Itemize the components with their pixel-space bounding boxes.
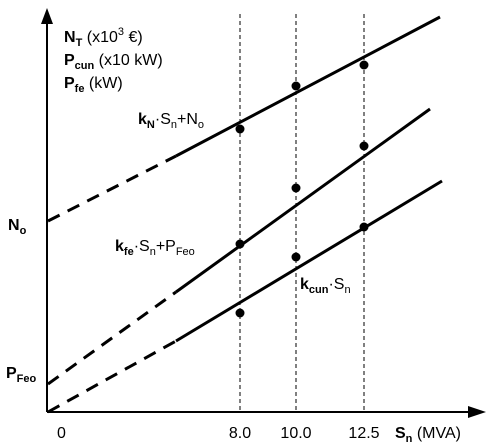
marker-kcun-12-5	[359, 222, 369, 232]
x-tick-10: 10.0	[280, 425, 311, 442]
marker-kcun-8	[235, 308, 245, 318]
series-kn-dashed	[47, 154, 177, 223]
series-kcun-solid	[175, 179, 443, 343]
series-kfe-dashed	[47, 290, 177, 386]
marker-kfe-8	[235, 239, 245, 249]
series-label-kfe: kfe·Sn+PFeo	[115, 238, 195, 258]
marker-kn-10	[291, 81, 301, 91]
marker-kfe-12-5	[359, 141, 369, 151]
series-label-kcun: kcun·Sn	[300, 276, 351, 296]
x-tick-12-5: 12.5	[348, 425, 379, 442]
x-axis-arrow	[468, 406, 486, 418]
y-title-line-2: Pcun (x10 kW)	[64, 52, 163, 72]
series-kfe-solid	[175, 107, 431, 294]
x-axis-title: Sn (MVA)	[395, 425, 461, 442]
intercept-no: No	[8, 217, 27, 237]
marker-kn-8	[235, 124, 245, 134]
marker-kn-12-5	[359, 60, 369, 70]
series-lines	[47, 15, 443, 414]
marker-kfe-10	[291, 183, 301, 193]
guide-lines	[239, 14, 365, 412]
x-tick-8: 8.0	[229, 425, 251, 442]
marker-kcun-10	[291, 252, 301, 262]
y-title-line-1: NT (x103 €)	[64, 26, 143, 49]
y-axis-title: NT (x103 €) Pcun (x10 kW) Pfe (kW)	[64, 26, 163, 95]
x-origin-label: 0	[57, 425, 66, 442]
y-title-line-3: Pfe (kW)	[64, 75, 123, 95]
intercept-pfeo: PFeo	[6, 365, 37, 385]
series-kcun-dashed	[47, 339, 177, 414]
axes	[41, 8, 486, 418]
data-markers	[235, 60, 369, 318]
series-label-kn: kN·Sn+No	[138, 111, 204, 131]
series-kn-solid	[175, 15, 441, 158]
y-axis-arrow	[41, 8, 53, 24]
